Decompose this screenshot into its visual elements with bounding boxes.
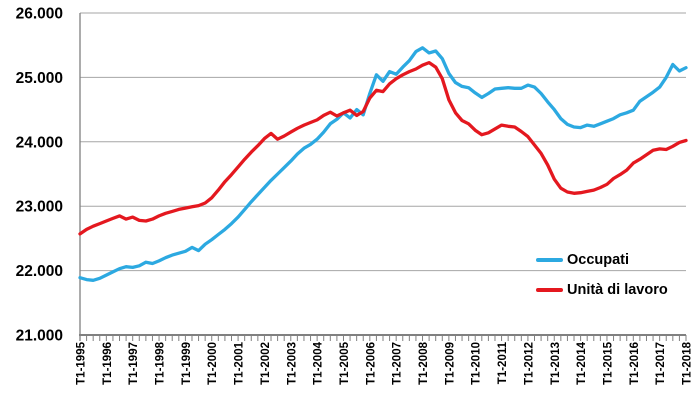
x-tick-label: T1-2013 bbox=[550, 342, 562, 385]
x-tick-label: T1-1995 bbox=[76, 341, 88, 384]
x-tick-label: T1-2000 bbox=[207, 342, 219, 385]
x-tick-label: T1-2017 bbox=[655, 342, 667, 385]
chart-legend: Occupati Unità di lavoro bbox=[536, 245, 668, 305]
series-line-1 bbox=[78, 60, 688, 236]
x-tick-label: T1-2001 bbox=[234, 341, 246, 384]
x-tick-label: T1-2016 bbox=[629, 342, 641, 385]
x-tick-label: T1-2018 bbox=[682, 341, 694, 384]
x-tick-label: T1-2012 bbox=[523, 342, 535, 385]
x-tick-label: T1-2011 bbox=[497, 341, 509, 384]
series-line-0 bbox=[78, 46, 688, 282]
legend-label-occupati: Occupati bbox=[567, 252, 630, 268]
y-tick-label: 22.000 bbox=[16, 263, 63, 280]
legend-item-unita-di-lavoro: Unità di lavoro bbox=[536, 275, 668, 305]
x-tick-label: T1-1998 bbox=[155, 341, 167, 384]
x-tick-label: T1-1999 bbox=[181, 342, 193, 385]
legend-label-unita-di-lavoro: Unità di lavoro bbox=[567, 282, 668, 298]
y-tick-label: 21.000 bbox=[16, 328, 63, 345]
legend-item-occupati: Occupati bbox=[536, 245, 668, 275]
x-tick-label: T1-2007 bbox=[392, 342, 404, 385]
y-tick-label: 23.000 bbox=[16, 199, 63, 216]
y-tick-label: 26.000 bbox=[16, 6, 63, 23]
x-tick-label: T1-2010 bbox=[471, 342, 483, 385]
y-tick-label: 25.000 bbox=[16, 70, 63, 87]
x-tick-label: T1-2009 bbox=[444, 342, 456, 385]
x-tick-label: T1-2006 bbox=[365, 342, 377, 385]
x-tick-label: T1-2002 bbox=[260, 342, 272, 385]
occupati-line-swatch bbox=[536, 258, 563, 262]
y-tick-label: 24.000 bbox=[16, 134, 63, 151]
x-tick-label: T1-2008 bbox=[418, 341, 430, 384]
x-tick-label: T1-1997 bbox=[128, 342, 140, 385]
x-tick-label: T1-2014 bbox=[576, 341, 588, 384]
unita-di-lavoro-line-swatch bbox=[536, 288, 563, 292]
x-tick-label: T1-2015 bbox=[602, 341, 614, 384]
x-tick-label: T1-2005 bbox=[339, 341, 351, 384]
x-tick-label: T1-2004 bbox=[313, 341, 325, 384]
x-tick-label: T1-2003 bbox=[286, 342, 298, 385]
x-tick-label: T1-1996 bbox=[102, 342, 114, 385]
